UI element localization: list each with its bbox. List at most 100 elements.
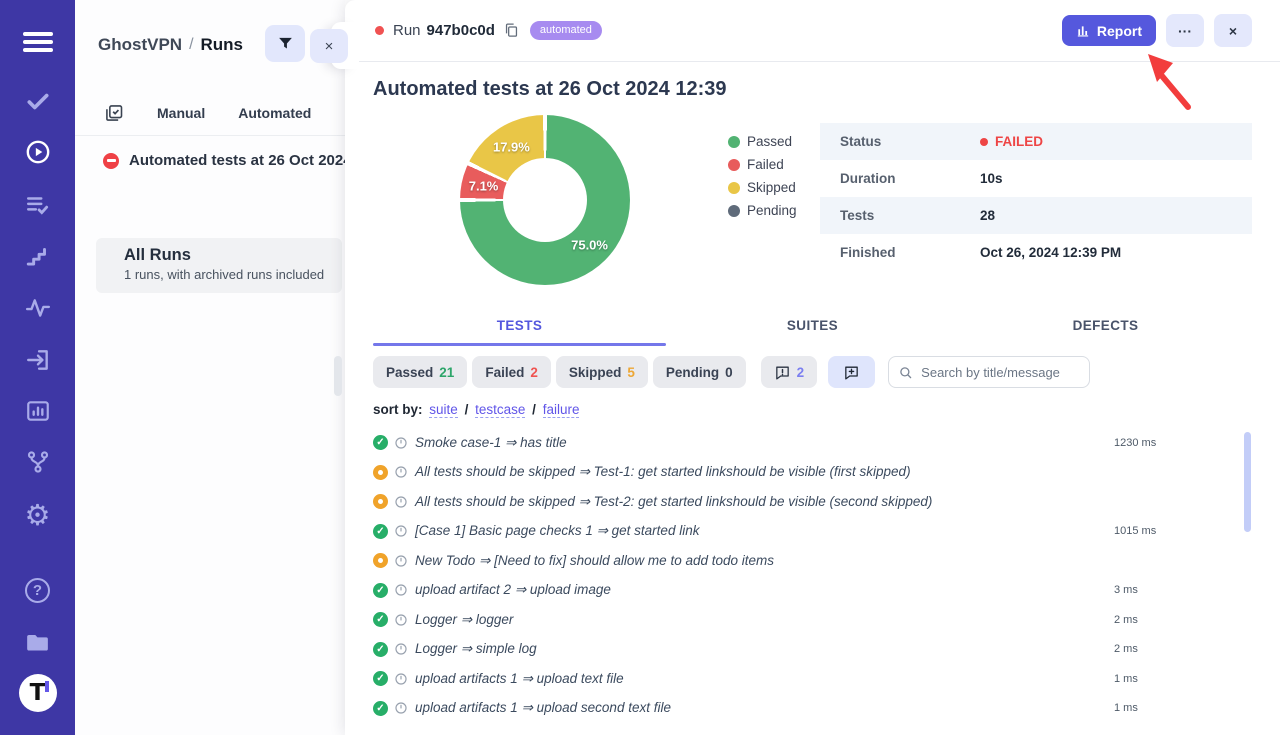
test-row[interactable]: All tests should be skipped ⇒ Test-2: ge… [373,487,1252,517]
folder-icon [26,634,48,651]
test-row[interactable]: [Case 1] Basic page checks 1 ⇒ get start… [373,517,1252,547]
test-duration: 2 ms [1114,643,1138,656]
all-runs-subtitle: 1 runs, with archived runs included [124,267,325,282]
test-row[interactable]: Smoke case-1 ⇒ has title 1230 ms [373,428,1252,458]
search-icon [900,366,912,378]
run-list-item[interactable]: Automated tests at 26 Oct 2024 12:39 [103,152,345,169]
sidebar-item-projects[interactable] [0,629,75,655]
clock-icon [395,702,407,714]
sidebar-item-plans[interactable] [0,192,75,218]
comments-count: 2 [796,364,805,380]
sidebar-item-help[interactable]: ? [0,577,75,603]
sidebar-item-reports[interactable] [0,398,75,424]
chip-failed[interactable]: Failed 2 [472,356,551,388]
failed-dot-icon [728,158,740,171]
all-runs-card[interactable]: All Runs 1 runs, with archived runs incl… [96,238,342,293]
skipped-status-icon [373,494,388,510]
legend-item-pending: Pending [728,203,798,218]
sign-in-icon [26,350,48,370]
all-runs-title: All Runs [124,246,191,264]
funnel-icon [278,37,292,49]
run-list-item-label: Automated tests at 26 Oct 2024 12:39 [129,152,345,169]
comments-filter-button[interactable]: 2 [760,356,818,388]
sidebar-item-milestones[interactable] [0,244,75,270]
sidebar-item-runs[interactable] [0,139,75,165]
test-duration: 3 ms [1114,584,1138,597]
sidebar-item-analytics[interactable] [0,295,75,321]
runs-list-panel: GhostVPN / Runs Manual Automated M Autom… [75,0,345,735]
add-comment-icon [845,366,858,380]
sidebar-item-menu[interactable] [0,29,75,55]
test-duration: 1015 ms [1114,525,1157,538]
run-header: Run 947b0c0d automated Report ··· × [345,0,1280,62]
clock-icon [395,555,407,567]
sidebar-item-branches[interactable] [0,449,75,475]
test-row[interactable]: Logger ⇒ simple log 2 ms [373,635,1252,665]
play-circle-icon [26,140,49,164]
tab-suites[interactable]: SUITES [786,318,839,333]
close-run-button[interactable]: × [1214,14,1252,47]
tab-tests[interactable]: TESTS [373,318,666,346]
sidebar-item-logo[interactable]: T [0,674,75,712]
sidebar-item-tests[interactable] [0,88,75,114]
passed-status-icon [373,435,388,451]
more-options-button[interactable]: ··· [1166,14,1204,47]
copy-run-id-button[interactable] [503,22,520,39]
add-comment-button[interactable] [828,356,876,388]
breadcrumb-project[interactable]: GhostVPN [98,35,183,54]
search-box [888,356,1091,388]
passed-status-icon [373,523,388,539]
sidebar-item-settings[interactable]: ⚙ [0,501,75,531]
tests-scrollbar[interactable] [1244,432,1251,532]
chip-skipped[interactable]: Skipped 5 [555,356,648,388]
panel-close-button[interactable]: × [310,29,348,63]
passed-dot-icon [728,135,740,148]
test-row[interactable]: Logger ⇒ logger 2 ms [373,605,1252,635]
skipped-status-icon [373,464,388,480]
clock-icon [395,673,407,685]
branch-icon [27,451,48,473]
summary-section: 75.0% 7.1% 17.9% Passed Failed Skipped Pen… [373,115,1252,285]
tab-automated[interactable]: Automated [238,104,312,121]
summary-row-duration: Duration 10s [840,171,1003,186]
report-chart-icon [1077,25,1089,37]
sort-label: sort by: [373,402,423,417]
chip-pending[interactable]: Pending 0 [652,356,746,388]
sort-by-failure[interactable]: failure [542,402,580,418]
sort-by-suite[interactable]: suite [429,402,458,418]
tab-defects[interactable]: DEFECTS [1072,318,1139,333]
clock-icon [395,437,407,449]
test-duration: 1 ms [1114,672,1138,685]
gear-icon: ⚙ [24,499,51,532]
run-detail-body: Automated tests at 26 Oct 2024 12:39 75.… [345,78,1280,723]
clock-icon [395,643,407,655]
report-button[interactable]: Report [1061,15,1156,46]
passed-status-icon [373,582,388,598]
passed-status-icon [373,671,388,687]
panel-resize-handle[interactable] [334,356,342,396]
sidebar-item-import[interactable] [0,347,75,373]
test-row[interactable]: upload artifacts 1 ⇒ upload second text … [373,694,1252,724]
search-input[interactable] [888,356,1091,388]
menu-icon [22,32,53,52]
checklist-icon[interactable] [104,103,124,123]
tab-mixed-truncated[interactable]: M [344,105,345,121]
check-icon [26,93,49,110]
test-row[interactable]: upload artifact 2 ⇒ upload image 3 ms [373,576,1252,606]
sort-by-testcase[interactable]: testcase [475,402,526,418]
test-row[interactable]: All tests should be skipped ⇒ Test-1: ge… [373,458,1252,488]
run-label: Run [393,22,421,39]
test-duration: 2 ms [1114,613,1138,626]
test-row[interactable]: New Todo ⇒ [Need to fix] should allow me… [373,546,1252,576]
filter-button[interactable] [265,25,305,62]
legend-item-skipped: Skipped [728,180,798,195]
copy-icon [505,23,518,37]
summary-row-status: Status FAILED [820,123,1252,160]
chip-passed[interactable]: Passed 21 [373,356,468,388]
bar-chart-icon [26,401,49,421]
donut-slice-label: 7.1% [468,178,499,194]
passed-status-icon [373,612,388,628]
test-row[interactable]: upload artifacts 1 ⇒ upload text file 1 … [373,664,1252,694]
tab-manual[interactable]: Manual [157,104,206,121]
donut-slice-label: 75.0% [571,237,608,253]
